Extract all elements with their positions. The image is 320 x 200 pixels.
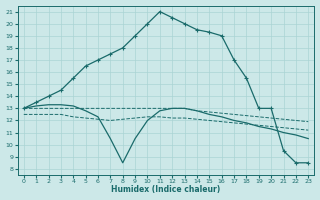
X-axis label: Humidex (Indice chaleur): Humidex (Indice chaleur) [111, 185, 221, 194]
